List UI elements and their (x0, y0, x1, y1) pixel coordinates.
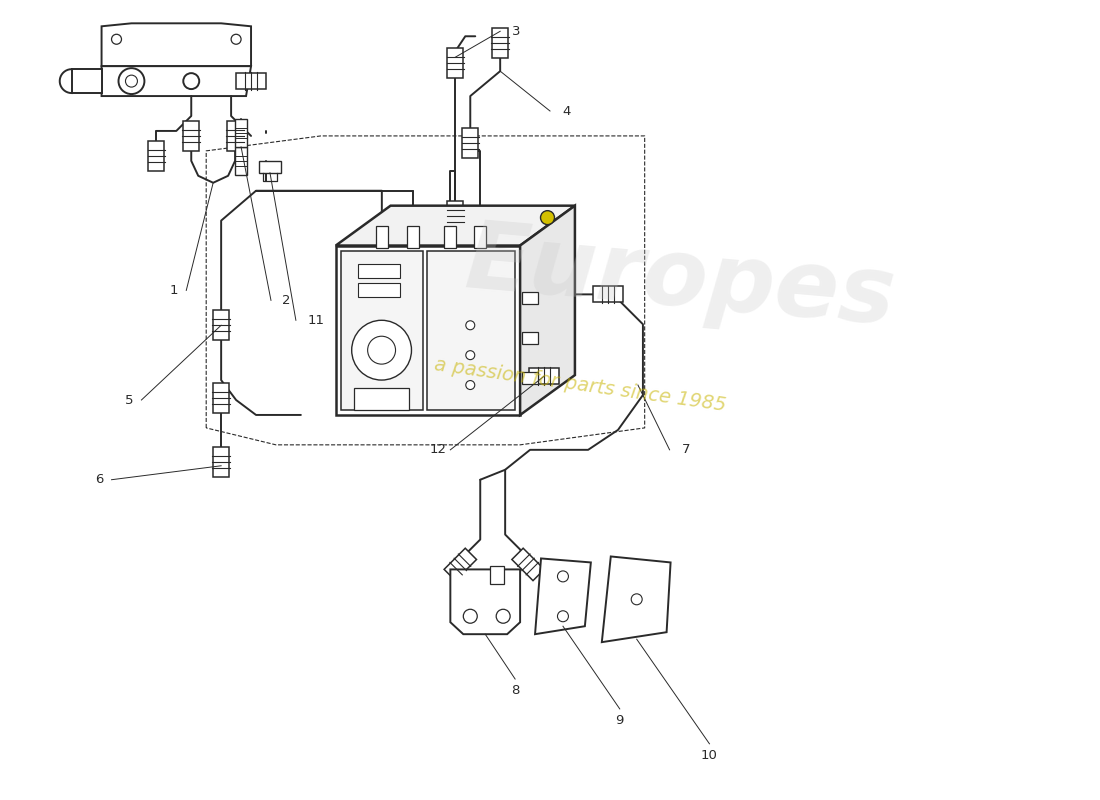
Text: 4: 4 (562, 105, 570, 118)
Circle shape (463, 610, 477, 623)
Text: 11: 11 (308, 314, 324, 326)
Polygon shape (492, 28, 508, 58)
Polygon shape (213, 310, 229, 340)
Circle shape (465, 381, 475, 390)
Text: 9: 9 (616, 714, 624, 727)
Polygon shape (213, 383, 229, 413)
Bar (258, 161, 280, 173)
Text: 8: 8 (510, 685, 519, 698)
Bar (358, 265, 399, 278)
Polygon shape (148, 141, 164, 170)
Circle shape (125, 75, 138, 87)
Polygon shape (448, 201, 463, 230)
Polygon shape (535, 558, 591, 634)
Polygon shape (234, 147, 248, 174)
Text: 5: 5 (125, 394, 134, 406)
Circle shape (352, 320, 411, 380)
Text: 12: 12 (430, 443, 447, 456)
Text: 6: 6 (96, 474, 103, 486)
Polygon shape (101, 23, 251, 66)
Circle shape (119, 68, 144, 94)
Text: 10: 10 (701, 750, 718, 762)
Polygon shape (227, 121, 243, 151)
Polygon shape (462, 128, 478, 158)
Bar (522, 372, 538, 384)
Polygon shape (184, 121, 199, 151)
Circle shape (231, 34, 241, 44)
Polygon shape (450, 570, 520, 634)
Circle shape (465, 321, 475, 330)
Polygon shape (236, 73, 266, 89)
Polygon shape (512, 548, 544, 581)
Bar (491, 566, 504, 584)
Circle shape (558, 610, 569, 622)
Polygon shape (234, 119, 248, 147)
Circle shape (184, 73, 199, 89)
Text: 7: 7 (682, 443, 690, 456)
Circle shape (111, 34, 121, 44)
Polygon shape (602, 557, 671, 642)
Bar (407, 226, 419, 247)
Bar (354, 388, 409, 410)
Text: Europes: Europes (461, 216, 899, 345)
Polygon shape (213, 447, 229, 477)
Circle shape (367, 336, 396, 364)
Polygon shape (341, 250, 424, 410)
Text: 1: 1 (169, 284, 177, 297)
Circle shape (496, 610, 510, 623)
Bar (376, 226, 388, 247)
Polygon shape (593, 286, 623, 302)
Polygon shape (101, 66, 251, 96)
Circle shape (631, 594, 642, 605)
Bar (522, 332, 538, 344)
Polygon shape (428, 250, 515, 410)
Circle shape (558, 571, 569, 582)
Bar (358, 283, 399, 298)
Polygon shape (448, 48, 463, 78)
Polygon shape (444, 548, 476, 581)
Circle shape (540, 210, 554, 225)
Bar (522, 292, 538, 304)
Polygon shape (72, 69, 101, 93)
Bar (444, 226, 456, 247)
Text: a passion for parts since 1985: a passion for parts since 1985 (432, 355, 727, 415)
Polygon shape (336, 206, 575, 246)
Circle shape (465, 350, 475, 360)
Polygon shape (520, 206, 575, 415)
Text: 3: 3 (513, 25, 520, 38)
Text: 2: 2 (282, 294, 290, 307)
Bar (474, 226, 485, 247)
Polygon shape (336, 246, 520, 415)
Polygon shape (529, 368, 559, 384)
